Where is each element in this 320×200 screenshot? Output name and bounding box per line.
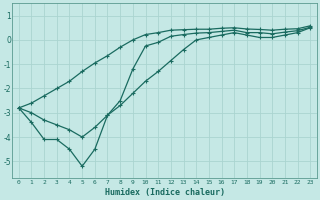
X-axis label: Humidex (Indice chaleur): Humidex (Indice chaleur) — [105, 188, 225, 197]
